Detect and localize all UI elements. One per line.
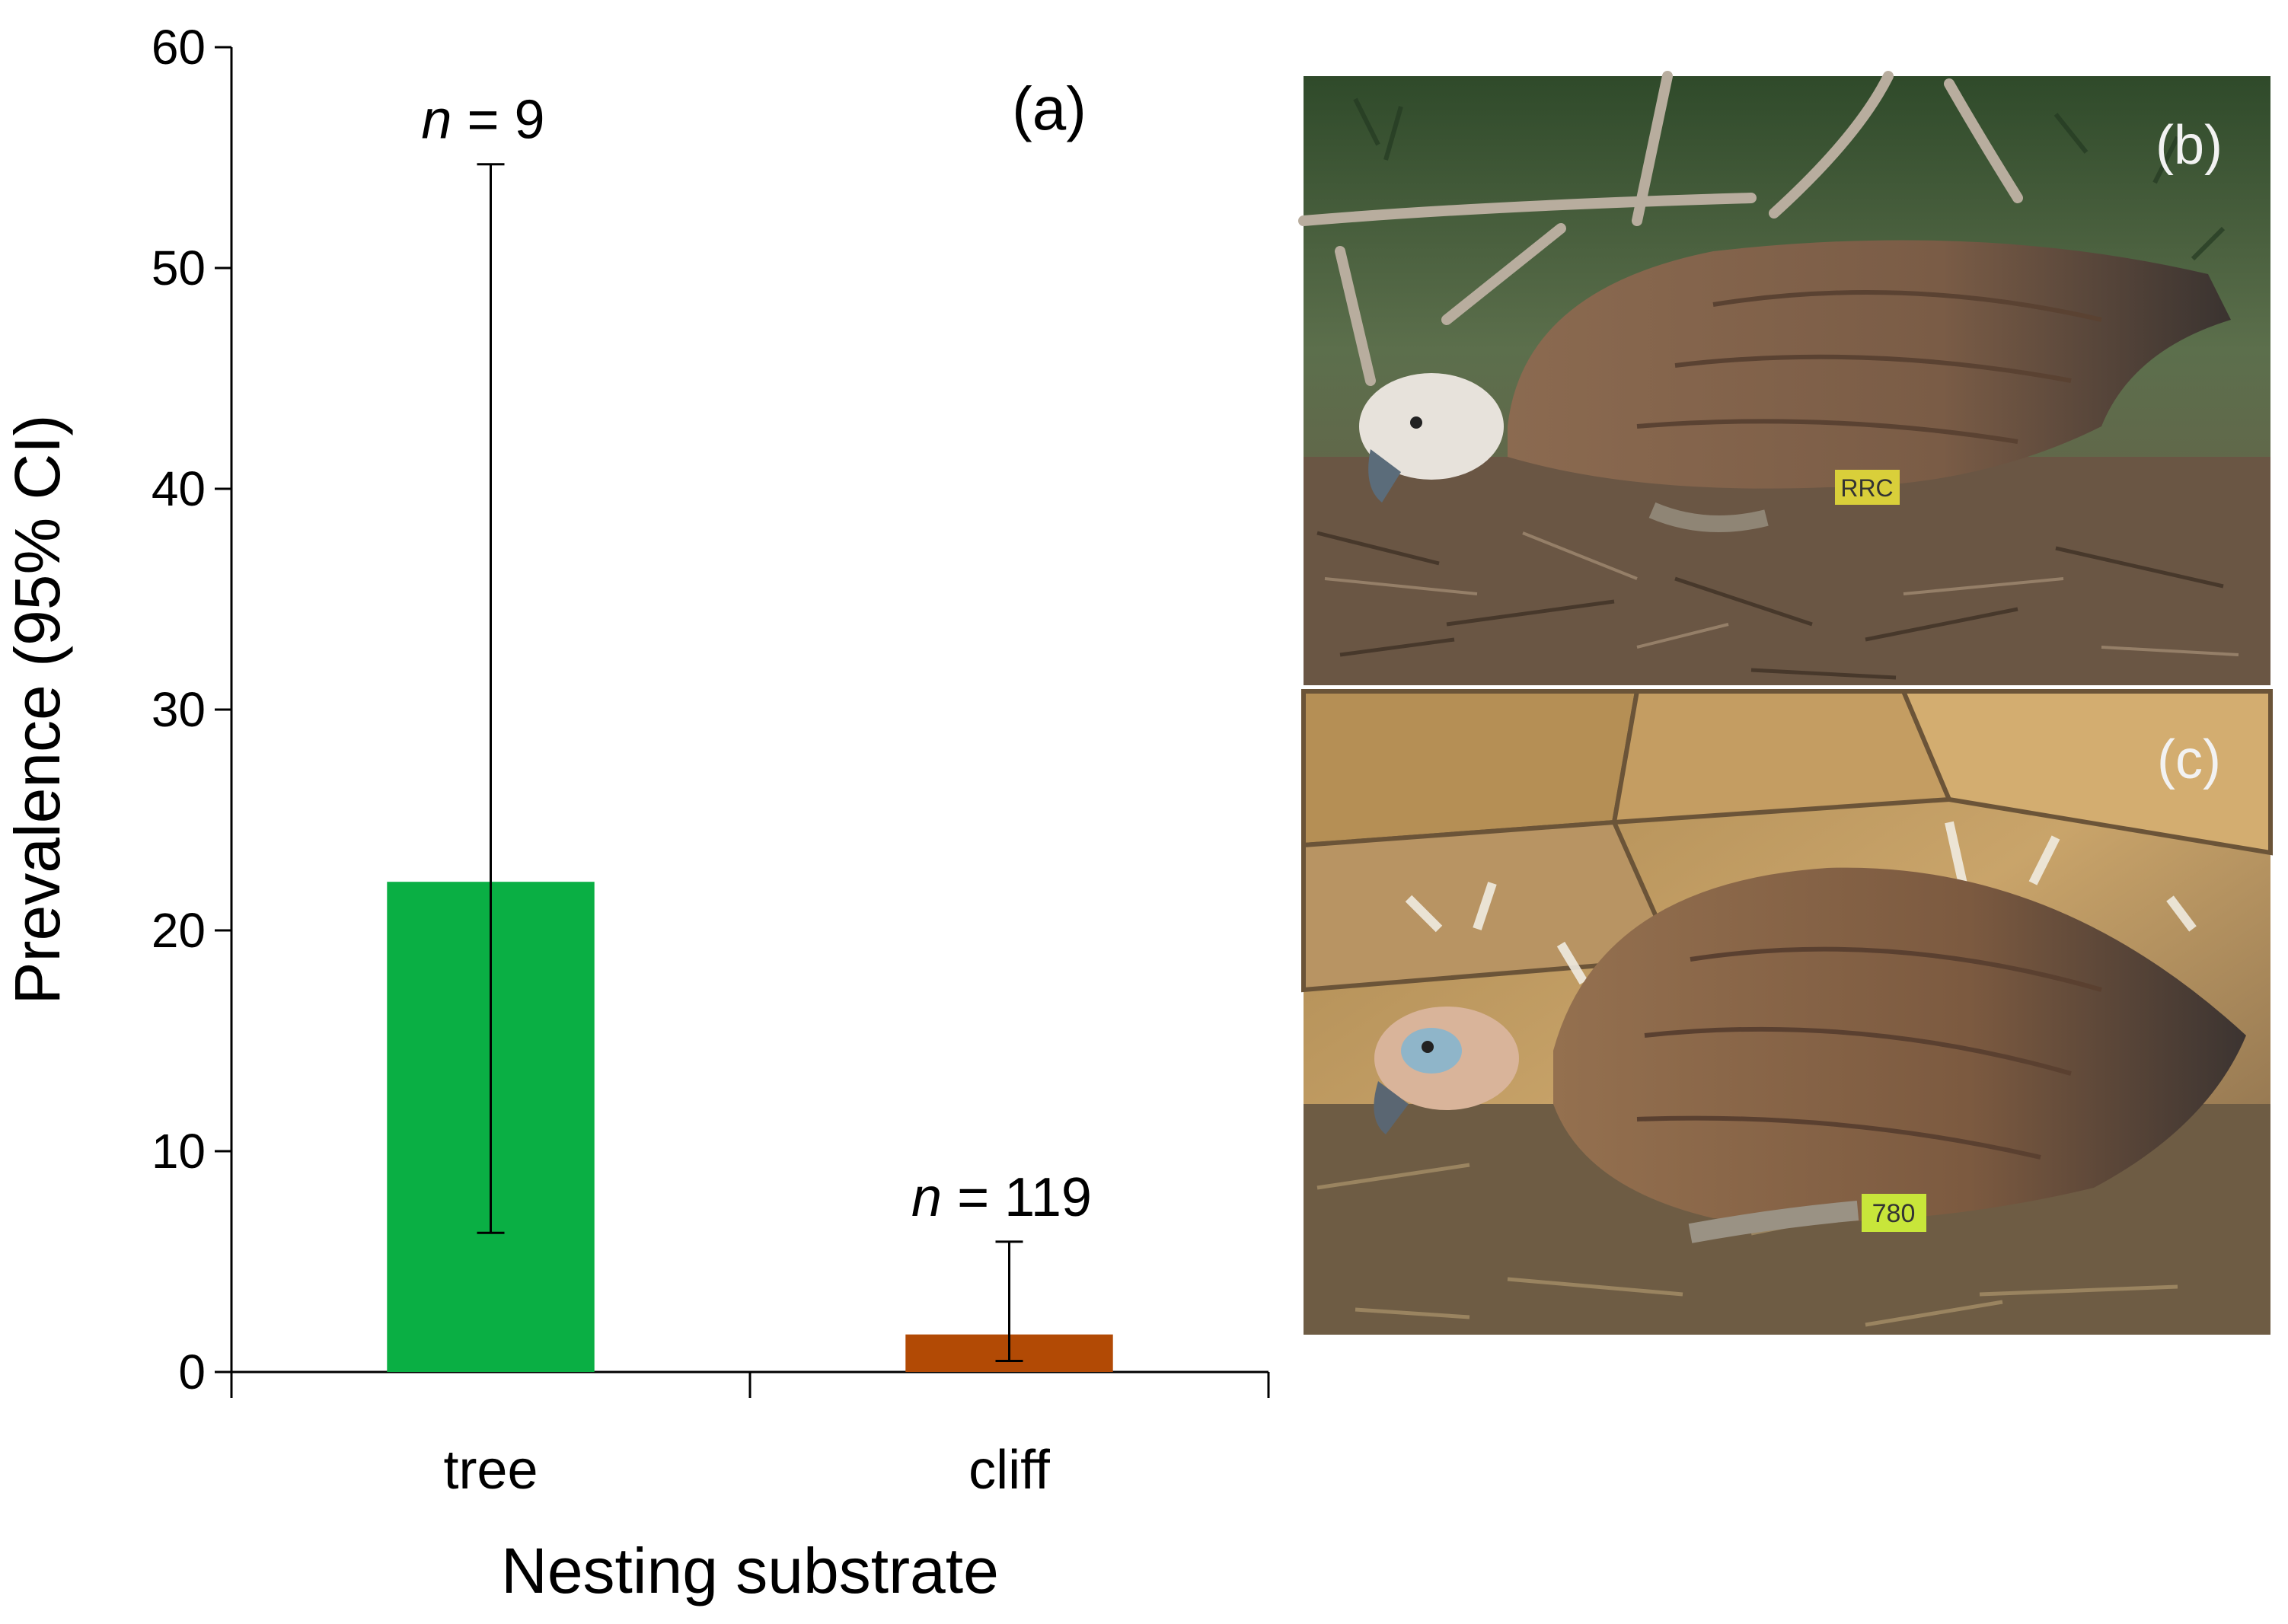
bars bbox=[387, 882, 1113, 1372]
y-ticks: 0 10 20 30 40 50 60 bbox=[152, 20, 231, 1399]
y-tick-label: 30 bbox=[152, 682, 206, 737]
svg-text:RRC: RRC bbox=[1840, 474, 1893, 502]
error-bars bbox=[477, 163, 1023, 1362]
sample-size-cliff: n = 119 bbox=[911, 1167, 1092, 1228]
photo-c-label: (c) bbox=[2157, 729, 2221, 790]
y-tick-label: 0 bbox=[178, 1345, 206, 1399]
y-tick-label: 60 bbox=[152, 20, 206, 75]
leg-ring-b bbox=[1835, 470, 1900, 505]
leg-ring-c bbox=[1862, 1194, 1926, 1232]
photo-c: 780 (c) bbox=[1301, 689, 2273, 1335]
photo-b-label: (b) bbox=[2156, 115, 2223, 176]
photo-b: RRC (b) bbox=[1298, 71, 2270, 685]
y-tick-label: 50 bbox=[152, 241, 206, 295]
y-tick-label: 40 bbox=[152, 461, 206, 516]
y-tick-label: 20 bbox=[152, 903, 206, 958]
sample-size-tree: n = 9 bbox=[421, 90, 544, 151]
vulture-b-body bbox=[1508, 240, 2231, 489]
vulture-b-head bbox=[1359, 373, 1504, 480]
rock-faces bbox=[1301, 689, 2273, 993]
category-labels: tree cliff bbox=[443, 1440, 1050, 1501]
nest-twigs bbox=[1304, 457, 2270, 685]
sample-size-labels: n = 9 n = 119 bbox=[421, 90, 1092, 1228]
category-label-tree: tree bbox=[443, 1440, 538, 1501]
plot-area: 0 10 20 30 40 50 60 tree cliff n = 9 n = 119 bbox=[152, 20, 1270, 1501]
pine-branches bbox=[1298, 71, 2023, 386]
x-ticks bbox=[230, 1372, 1270, 1398]
svg-text:780: 780 bbox=[1872, 1199, 1916, 1228]
y-axis-title: Prevalence (95% CI) bbox=[2, 415, 73, 1005]
panel-label-a: (a) bbox=[1012, 75, 1087, 142]
y-tick-label: 10 bbox=[152, 1124, 206, 1179]
x-axis-title: Nesting substrate bbox=[501, 1535, 999, 1606]
category-label-cliff: cliff bbox=[968, 1440, 1051, 1501]
